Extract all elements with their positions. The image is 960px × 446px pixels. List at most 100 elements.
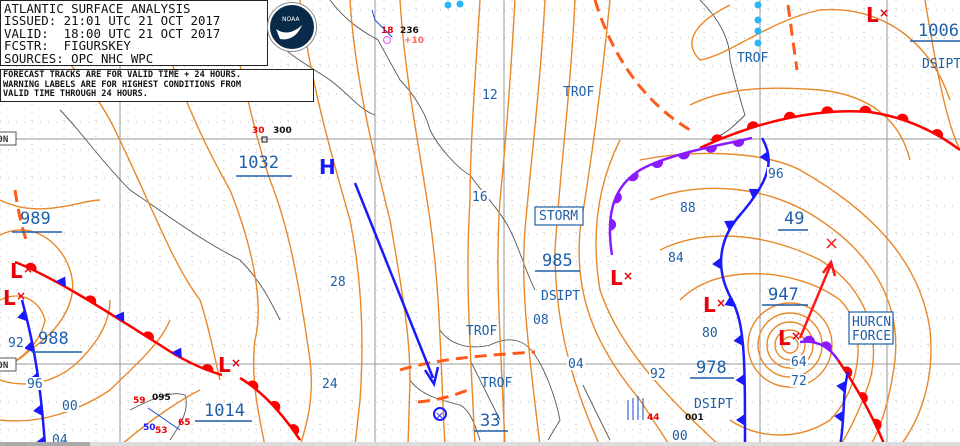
trough-dots [444, 0, 762, 47]
cold-front-triangle-icon [834, 410, 844, 423]
low-pressure-center: L × [610, 266, 633, 290]
arrowhead-icon [423, 366, 440, 388]
low-pressure-value: 985 [542, 251, 573, 271]
warm-front-semicircle-icon [705, 145, 717, 153]
cross-mark-icon: × [435, 409, 444, 422]
notice-line: FORECAST TRACKS ARE FOR VALID TIME + 24 … [3, 70, 241, 80]
trof-label: TROF [466, 324, 497, 339]
trough-line [399, 350, 536, 372]
pressure-value: 49 [778, 209, 808, 231]
isobar-label: 96 [27, 377, 43, 392]
noaa-logo: NOAA [268, 3, 316, 51]
isobar-label: 64 [791, 355, 807, 370]
arrowhead-icon [821, 259, 837, 277]
station-value: 18 [381, 26, 394, 36]
isobar-label: 08 [533, 313, 549, 328]
chart-title: ATLANTIC SURFACE ANALYSIS [4, 1, 191, 16]
low-symbol: L [866, 3, 879, 27]
cold-front-triangle-icon [735, 413, 745, 426]
low-symbol: L [3, 286, 16, 310]
warm-front-semicircle-icon [201, 364, 214, 373]
isobar-label: 80 [702, 326, 718, 341]
low-pressure-value: 989 [20, 209, 51, 229]
warm-front-semicircle-icon [896, 113, 909, 122]
trof-label: TROF [481, 376, 512, 391]
isobar-label: 16 [472, 190, 488, 205]
warm-front-semicircle-icon [628, 171, 639, 182]
cold-front-triangle-icon [724, 295, 736, 307]
warm-front-semicircle-icon [609, 218, 617, 231]
stationary-front [14, 260, 223, 377]
isobar-label: 28 [330, 275, 346, 290]
trough-line [13, 189, 30, 246]
low-pressure-value: 1006 [918, 21, 959, 41]
dsipt-label: DSIPT [922, 57, 960, 72]
warm-front-semicircle-icon [803, 335, 815, 343]
trof-label: TROF [563, 85, 594, 100]
low-pressure-center: L × [866, 3, 889, 27]
warm-front-semicircle-icon [873, 418, 882, 431]
cold-front [17, 299, 47, 446]
latitude-label: 50N [0, 135, 8, 145]
pressure-value: 985 [535, 251, 580, 272]
station-value: 50 [143, 423, 156, 433]
warm-front-semicircle-icon [25, 262, 37, 272]
cold-front-triangle-icon [724, 220, 736, 231]
noaa-bird-icon: NOAA [276, 16, 302, 40]
warm-front-semicircle-icon [85, 295, 97, 305]
low-pressure-center: L × [10, 259, 33, 283]
scrollbar-track[interactable] [0, 442, 960, 446]
trough-line [786, 4, 799, 71]
logo-text: NOAA [282, 16, 300, 23]
isobar-label: 92 [8, 336, 24, 351]
pressure-value: 1014 [195, 401, 252, 422]
cold-front-triangle-icon [17, 309, 28, 322]
high-pressure-value: 1014 [204, 401, 245, 421]
high-forecast-position-icon [433, 407, 447, 421]
cold-front-triangle-icon [759, 150, 769, 163]
low-symbol: L [218, 353, 231, 377]
stationary-front-line [14, 260, 223, 377]
hurricane-force-label: HURCN [852, 315, 891, 330]
warm-front-semicircle-icon [711, 134, 723, 143]
low-symbol: L [610, 266, 623, 290]
low-pressure-value: 49 [784, 209, 804, 229]
low-pressure-value: 947 [768, 285, 799, 305]
coastlines [59, 0, 746, 441]
pressure-value: 1006 [910, 21, 960, 42]
issued-time: ISSUED: 21:01 UTC 21 OCT 2017 [4, 13, 221, 29]
station-value: 300 [273, 126, 292, 136]
station-value: 30 [252, 126, 265, 136]
scrollbar-thumb[interactable] [0, 442, 90, 446]
low-center-mark-icon: × [791, 329, 801, 343]
warm-front-semicircle-icon [142, 331, 154, 341]
warm-front-semicircle-icon [270, 400, 281, 412]
warm-front-semicircle-icon [747, 121, 759, 130]
cold-front-triangle-icon [55, 276, 67, 288]
station-value: 53 [155, 426, 168, 436]
warm-front-semicircle-icon [821, 106, 834, 113]
cold-front-triangle-icon [748, 188, 760, 199]
feature-labels: TROF TROF TROF TROF DSIPT DSIPT DSIPT ST… [466, 51, 960, 412]
cold-front-triangle-icon [114, 311, 125, 323]
warm-front [699, 105, 960, 152]
isobar-label: 92 [650, 367, 666, 382]
pressure-value: 1032 [236, 153, 292, 177]
trough-line [417, 388, 469, 404]
warm-front-semicircle-icon [732, 139, 745, 147]
warm-front-line [239, 376, 302, 441]
occluded-front-line [799, 340, 840, 361]
low-pressure-value: 978 [696, 358, 727, 378]
cold-front-triangle-icon [836, 380, 846, 393]
forecast-track-arrows: × × [353, 182, 839, 422]
warm-front-semicircle-icon [247, 380, 259, 391]
low-center-mark-icon: × [23, 262, 33, 276]
isobar-label: 88 [680, 201, 696, 216]
low-center-mark-icon: × [231, 356, 241, 370]
low-centers: L ×L ×L ×L ×L ×L ×L × [3, 3, 889, 377]
pressure-value: 978 [690, 358, 734, 379]
warm-front-semicircle-icon [613, 191, 622, 204]
low-center-mark-icon: × [16, 289, 26, 303]
low-symbol: L [10, 259, 23, 283]
